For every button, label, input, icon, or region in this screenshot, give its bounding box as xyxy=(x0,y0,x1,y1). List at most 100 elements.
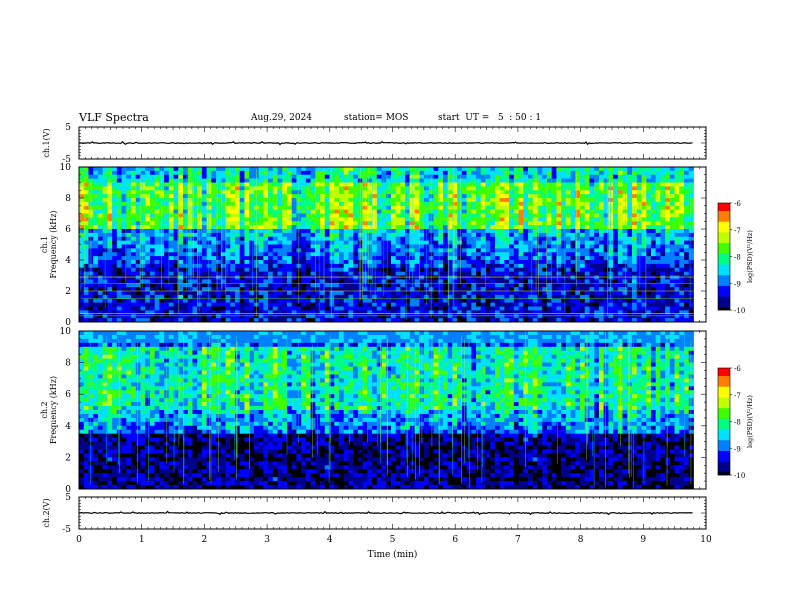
spectrogram-cell xyxy=(598,248,605,253)
spectrogram-cell xyxy=(447,190,453,195)
spectrogram-cell xyxy=(551,279,557,284)
spectrogram-cell xyxy=(168,186,174,191)
spectrogram-cell xyxy=(220,267,226,273)
spectrogram-cell xyxy=(97,279,104,284)
spectrogram-cell xyxy=(395,229,401,234)
spectrogram-cell xyxy=(565,260,571,265)
spectrogram-cell xyxy=(79,198,85,203)
spectrogram-cell xyxy=(83,291,89,296)
spectrogram-cell xyxy=(494,170,501,176)
spectrogram-cell xyxy=(589,194,595,199)
spectrogram-cell xyxy=(83,194,89,199)
spectrogram-cell xyxy=(433,182,439,187)
spectrogram-cell xyxy=(542,294,548,300)
spectrogram-cell xyxy=(386,213,392,218)
spectrogram-cell xyxy=(684,170,690,176)
spectrogram-cell xyxy=(428,209,434,214)
spectrogram-cell xyxy=(528,232,534,238)
spectrogram-cell xyxy=(438,182,444,187)
spectrogram-cell xyxy=(400,198,406,203)
spectrogram-cell xyxy=(234,244,241,249)
spectrogram-cell xyxy=(617,252,623,257)
spectrogram-cell xyxy=(168,291,174,296)
spectrogram-cell xyxy=(268,186,274,191)
spectrogram-cell xyxy=(669,232,675,238)
spectrogram-cell xyxy=(305,260,312,265)
spectrogram-cell xyxy=(684,271,690,276)
spectrogram-cell xyxy=(665,263,671,269)
spectrogram-cell xyxy=(419,287,425,292)
spectrogram-cell xyxy=(225,294,231,300)
spectrogram-cell xyxy=(277,229,283,234)
spectrogram-cell xyxy=(457,229,463,234)
spectrogram-cell xyxy=(414,205,420,211)
spectrogram-cell xyxy=(442,232,449,238)
spectrogram-cell xyxy=(674,194,680,199)
spectrogram-cell xyxy=(112,291,118,296)
spectrogram-cell xyxy=(338,260,345,265)
spectrogram-cell xyxy=(192,170,198,176)
spectrogram-cell xyxy=(324,182,330,187)
spectrogram-cell xyxy=(83,232,89,238)
spectrogram-cell xyxy=(376,194,382,199)
spectrogram-cell xyxy=(400,205,406,211)
spectrogram-cell xyxy=(447,174,453,180)
spectrogram-cell xyxy=(655,248,661,253)
spectrogram-cell xyxy=(499,279,505,284)
spectrogram-cell xyxy=(367,294,373,300)
spectrogram-cell xyxy=(471,167,477,172)
spectrogram-cell xyxy=(608,294,614,300)
spectrogram-cell xyxy=(613,217,619,222)
spectrogram-cell xyxy=(660,167,666,172)
spectrogram-cell xyxy=(428,174,434,180)
spectrogram-cell xyxy=(234,260,241,265)
spectrogram-cell xyxy=(405,186,411,191)
spectrogram-cell xyxy=(679,248,685,253)
spectrogram-cell xyxy=(594,167,600,172)
spectrogram-cell xyxy=(116,167,122,172)
spectrogram-cell xyxy=(126,283,132,288)
spectrogram-cell xyxy=(230,170,236,176)
spectrogram-cell xyxy=(286,198,293,203)
spectrogram-cell xyxy=(641,170,647,176)
spectrogram-cell xyxy=(584,275,590,280)
spectrogram-cell xyxy=(461,167,467,172)
spectrogram-cell xyxy=(324,198,330,203)
spectrogram-cell xyxy=(556,229,562,234)
spectrogram-cell xyxy=(613,205,619,211)
spectrogram-cell xyxy=(320,244,326,249)
spectrogram-cell xyxy=(258,271,264,276)
spectrogram-cell xyxy=(182,260,189,265)
spectrogram-cell xyxy=(598,236,605,242)
spectrogram-cell xyxy=(575,217,581,222)
spectrogram-cell xyxy=(532,236,538,242)
spectrogram-cell xyxy=(353,174,359,180)
spectrogram-cell xyxy=(438,240,444,245)
spectrogram-cell xyxy=(674,252,680,257)
spectrogram-cell xyxy=(291,194,297,199)
spectrogram-cell xyxy=(542,178,548,183)
spectrogram-cell xyxy=(589,279,595,284)
spectrogram-cell xyxy=(561,279,567,284)
spectrogram-cell xyxy=(182,201,189,207)
spectrogram-cell xyxy=(230,186,236,191)
spectrogram-cell xyxy=(584,279,590,284)
spectrogram-cell xyxy=(679,194,685,199)
spectrogram-cell xyxy=(414,217,420,222)
spectrogram-cell xyxy=(513,182,519,187)
spectrogram-cell xyxy=(145,194,151,199)
spectrogram-cell xyxy=(400,279,406,284)
spectrogram-cell xyxy=(324,263,330,269)
spectrogram-cell xyxy=(669,167,675,172)
spectrogram-cell xyxy=(168,221,174,226)
spectrogram-cell xyxy=(636,267,642,273)
spectrogram-cell xyxy=(197,294,203,300)
spectrogram-cell xyxy=(546,298,553,304)
spectrogram-cell xyxy=(580,244,586,249)
spectrogram-cell xyxy=(428,240,434,245)
spectrogram-cell xyxy=(192,236,198,242)
spectrogram-cell xyxy=(173,232,179,238)
spectrogram-cell xyxy=(286,260,293,265)
spectrogram-cell xyxy=(159,248,165,253)
spectrogram-cell xyxy=(116,244,122,249)
